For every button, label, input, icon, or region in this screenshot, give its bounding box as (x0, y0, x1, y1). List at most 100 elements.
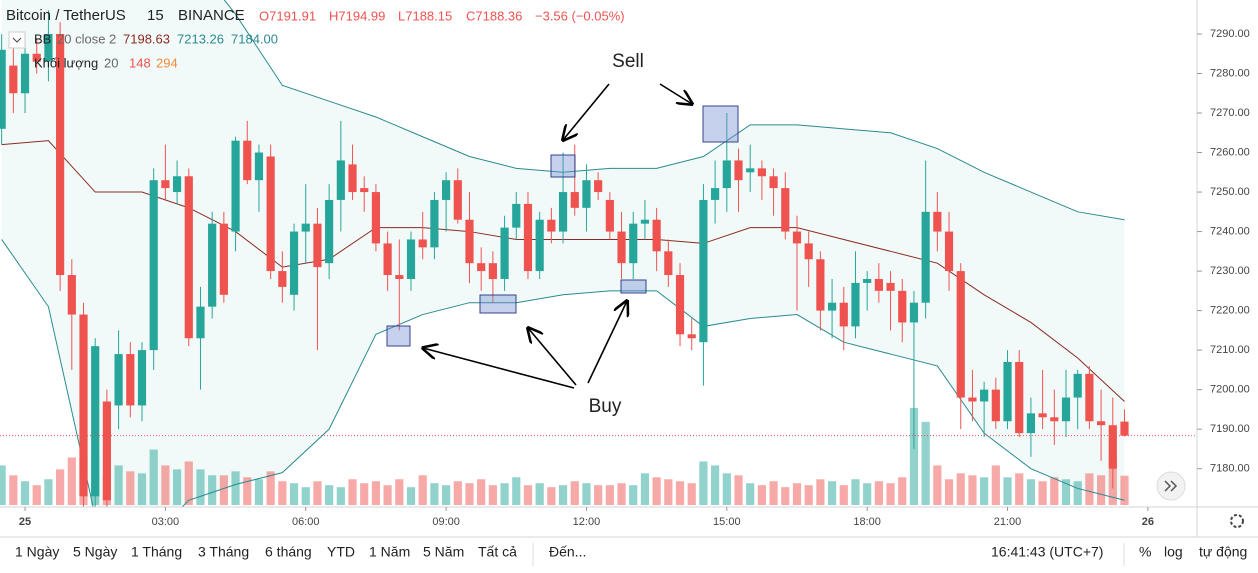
volume-bar (243, 477, 252, 505)
volume-bar (944, 479, 954, 505)
volume-bar (886, 483, 895, 505)
log-toggle[interactable]: log (1164, 544, 1183, 560)
volume-bar (968, 475, 977, 505)
range-button[interactable]: 1 Năm (369, 544, 410, 560)
candle-body (172, 176, 182, 193)
range-button[interactable]: 3 Tháng (198, 544, 249, 560)
y-tick-label: 7270.00 (1210, 107, 1250, 119)
volume-bar (32, 485, 41, 505)
arrow (659, 83, 692, 104)
volume-bar (184, 461, 193, 505)
range-button[interactable]: Tất cả (478, 544, 517, 560)
candle-body (523, 203, 533, 272)
volume-bar (746, 483, 755, 505)
candle-body (839, 302, 848, 327)
band-fill (1, 0, 1125, 507)
volume-bar (325, 485, 334, 505)
auto-toggle[interactable]: tự động (1199, 544, 1247, 560)
candle-body (816, 259, 825, 311)
candle-body (991, 389, 1000, 422)
range-button[interactable]: 1 Ngày (15, 544, 59, 560)
volume-bar (687, 483, 696, 505)
indicator-value: 148 (129, 55, 151, 70)
y-tick-label: 7260.00 (1210, 146, 1250, 158)
range-button[interactable]: YTD (327, 544, 355, 560)
candle-body (1085, 373, 1094, 422)
candle-body (348, 164, 357, 193)
candle-body (360, 188, 369, 193)
ohlc-change: −3.56 (−0.05%) (535, 8, 625, 23)
candle-body (114, 354, 123, 406)
candle-body (383, 243, 392, 276)
volume-bar (266, 471, 275, 505)
range-button[interactable]: 6 tháng (265, 544, 312, 560)
range-button[interactable]: 5 Năm (423, 544, 464, 560)
volume-bar (664, 479, 673, 505)
volume-bar (827, 481, 837, 505)
candle-body (371, 192, 381, 244)
candle-body (629, 223, 638, 264)
y-tick-label: 7220.00 (1210, 305, 1250, 317)
volume-bar (512, 477, 521, 505)
candle-body (675, 275, 685, 335)
candle-body (1096, 421, 1106, 426)
volume-bar (149, 449, 158, 505)
collapse-button[interactable] (8, 31, 26, 49)
ohlc-low: L7188.15 (398, 8, 452, 23)
candle-body (769, 176, 778, 189)
volume-bar (289, 483, 299, 505)
goto-button[interactable]: Đến... (549, 544, 586, 560)
x-tick-label: 06:00 (292, 516, 320, 528)
volume-bar (114, 465, 123, 505)
volume-bar (921, 421, 930, 505)
candle-body (149, 180, 158, 351)
symbol: Bitcoin / TetherUS (6, 7, 126, 24)
volume-bar (465, 483, 474, 505)
volume-bar (1026, 479, 1036, 505)
volume-bar (570, 481, 579, 505)
annotation-text: Buy (589, 396, 622, 417)
volume-bar (909, 408, 919, 505)
candle-body (968, 397, 977, 402)
volume-bar (1003, 477, 1012, 505)
candle-body (395, 275, 404, 279)
range-button[interactable]: 5 Ngày (73, 544, 117, 560)
volume-bar (313, 481, 322, 505)
volume-bar (1085, 473, 1094, 505)
candle-body (956, 271, 965, 398)
candle-body (453, 180, 462, 220)
volume-bar (991, 465, 1000, 505)
volume-bar (594, 485, 603, 505)
settings-button[interactable] (1230, 514, 1244, 528)
percent-toggle[interactable]: % (1139, 544, 1151, 560)
volume-bar (1061, 479, 1071, 505)
candle-body (418, 239, 427, 248)
volume-bar (769, 481, 778, 505)
candle-body (757, 168, 766, 177)
candle-body (243, 140, 252, 181)
range-button[interactable]: 1 Tháng (131, 544, 182, 560)
exchange: BINANCE (178, 7, 245, 24)
x-tick-label: 21:00 (994, 516, 1022, 528)
volume-bar (547, 487, 556, 505)
arrow (563, 83, 610, 140)
candle-body (91, 346, 100, 497)
volume-bar (874, 481, 883, 505)
candle-body (196, 306, 205, 339)
candle-body (711, 188, 720, 200)
volume-bar (137, 473, 147, 505)
candle-body (921, 211, 930, 303)
volume-bar (196, 469, 205, 505)
candle-body (219, 223, 228, 295)
buy-box (479, 294, 517, 314)
candle-body (477, 263, 486, 272)
volume-bar (67, 457, 76, 505)
arrows (423, 83, 692, 389)
volume-bar (734, 475, 743, 505)
volume-bar (477, 479, 486, 505)
candle-body (944, 231, 954, 272)
volume-bar (395, 479, 404, 505)
y-tick-label: 7240.00 (1210, 225, 1250, 237)
volume-bar (558, 485, 568, 505)
